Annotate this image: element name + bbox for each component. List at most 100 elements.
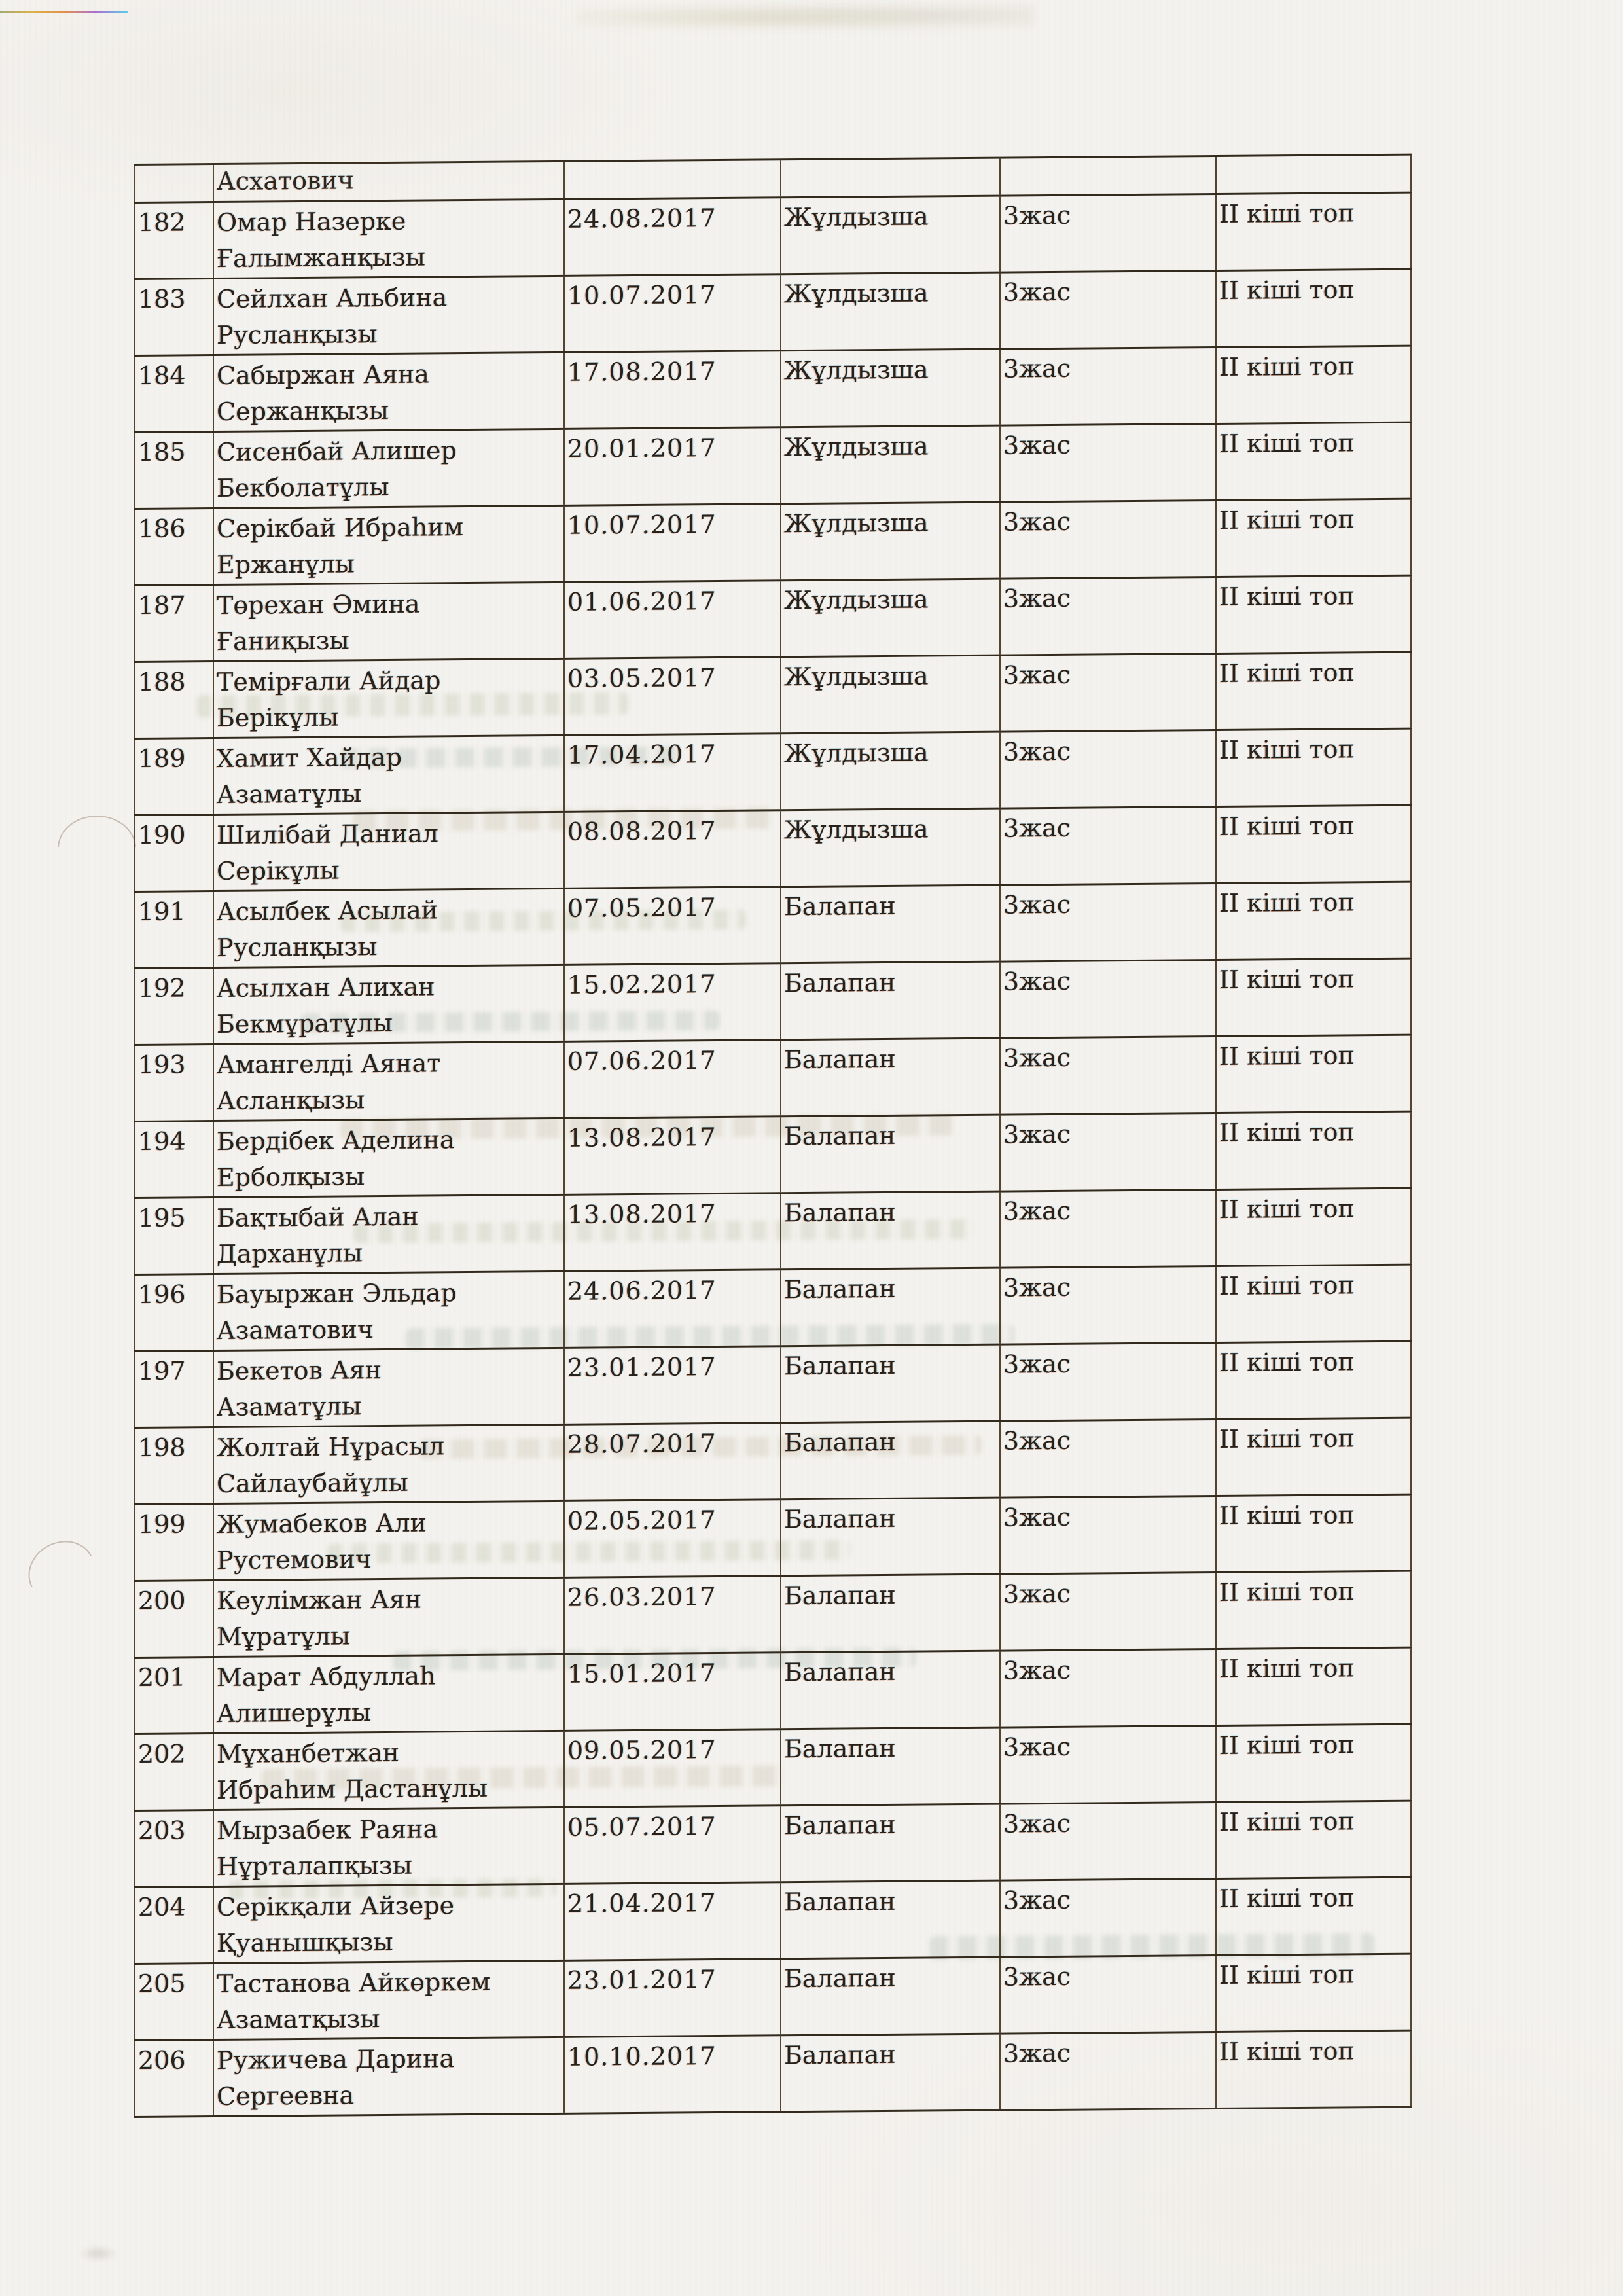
table-row: 187 Төрехан Әмина Ғаниқызы 01.06.2017 Жұ… [135, 575, 1411, 662]
child-name-cell: Марат Абдуллаһ Алишерұлы [213, 1654, 564, 1734]
birth-date-cell [564, 159, 781, 200]
child-name-line2: Мұратұлы [217, 1621, 351, 1652]
group-name-cell: Балапан [781, 1574, 1000, 1653]
table-row: 202 Мұханбетжан Ибраһим Дастанұлы 09.05.… [135, 1724, 1411, 1811]
age-cell: 3жас [1000, 347, 1216, 426]
child-name-cell: Тастанова Айкөркем Азаматқызы [213, 1960, 564, 2040]
group-name-cell: Балапан [781, 961, 1000, 1040]
group-name-cell: Балапан [781, 1038, 1000, 1117]
child-name-line1: Жумабеков Али [217, 1508, 427, 1539]
birth-date-cell: 15.02.2017 [564, 963, 781, 1042]
row-number-cell: 187 [135, 584, 213, 662]
child-name-line1: Темірғали Айдар [217, 666, 441, 697]
birth-date-cell: 05.07.2017 [564, 1805, 781, 1884]
birth-date-cell: 07.06.2017 [564, 1039, 781, 1119]
child-name-cell: Сейлхан Альбина Русланқызы [213, 276, 564, 355]
table-row: 184 Сабыржан Аяна Сержанқызы 17.08.2017 … [135, 346, 1411, 433]
subgroup-cell: II кіші топ [1216, 652, 1411, 730]
child-name-cell: Шилібай Даниал Серікұлы [213, 812, 564, 891]
birth-date-cell: 21.04.2017 [564, 1882, 781, 1961]
age-cell: 3жас [1000, 2032, 1216, 2111]
table-row: 185 Сисенбай Алишер Бекболатұлы 20.01.20… [135, 422, 1411, 509]
subgroup-cell: II кіші топ [1216, 1265, 1411, 1343]
table-row: 183 Сейлхан Альбина Русланқызы 10.07.201… [135, 269, 1411, 356]
row-number-cell: 199 [135, 1503, 213, 1581]
child-name-cell: Бекетов Аян Азаматұлы [213, 1348, 564, 1427]
table-row: 206 Ружичева Дарина Сергеевна 10.10.2017… [135, 2030, 1411, 2117]
subgroup-cell: II кіші топ [1216, 269, 1411, 348]
row-number-cell: 190 [135, 814, 213, 892]
row-number-cell: 192 [135, 967, 213, 1045]
child-name-line1: Асылбек Асылай [217, 895, 438, 927]
child-name-line1: Мұханбетжан [217, 1738, 400, 1769]
group-name-cell: Балапан [781, 1651, 1000, 1729]
birth-date-cell: 24.06.2017 [564, 1269, 781, 1348]
birth-date-cell: 03.05.2017 [564, 656, 781, 736]
child-name-line1: Кеулімжан Аян [217, 1585, 422, 1616]
row-number-cell: 203 [135, 1810, 213, 1888]
age-cell: 3жас [1000, 1342, 1216, 1422]
birth-date-cell: 24.08.2017 [564, 197, 781, 276]
age-cell: 3жас [1000, 960, 1216, 1039]
birth-date-cell: 09.05.2017 [564, 1729, 781, 1808]
child-name-line1: Омар Назерке [217, 206, 406, 238]
child-name-line2: Ерболқызы [217, 1162, 365, 1193]
birth-date-cell: 13.08.2017 [564, 1116, 781, 1195]
birth-date-cell: 10.10.2017 [564, 2035, 781, 2114]
age-cell: 3жас [1000, 1036, 1216, 1115]
child-name-cell: Амангелді Аянат Асланқызы [213, 1041, 564, 1121]
child-name-cell: Серікбай Ибраһим Ержанұлы [213, 505, 564, 585]
table-row: 182 Омар Назерке Ғалымжанқызы 24.08.2017… [135, 192, 1411, 279]
row-number-cell: 197 [135, 1350, 213, 1428]
table-row: 192 Асылхан Алихан Бекмұратұлы 15.02.201… [135, 958, 1411, 1045]
group-name-cell: Балапан [781, 1880, 1000, 1959]
row-number-cell: 182 [135, 202, 213, 279]
subgroup-cell: II кіші топ [1216, 805, 1411, 884]
row-number-cell: 206 [135, 2039, 213, 2117]
child-name-line1: Тастанова Айкөркем [217, 1967, 491, 1999]
table-row: 186 Серікбай Ибраһим Ержанұлы 10.07.2017… [135, 499, 1411, 586]
subgroup-cell: II кіші топ [1216, 1801, 1411, 1879]
row-number-cell: 200 [135, 1580, 213, 1658]
subgroup-cell: II кіші топ [1216, 1724, 1411, 1803]
age-cell: 3жас [1000, 806, 1216, 886]
row-number-cell: 198 [135, 1427, 213, 1505]
subgroup-cell: II кіші топ [1216, 1111, 1411, 1190]
child-name-line2: Алишерұлы [217, 1698, 372, 1729]
child-name-line2: Ибраһим Дастанұлы [217, 1773, 488, 1805]
child-name-line1: Сейлхан Альбина [217, 283, 448, 314]
birth-date-cell: 08.08.2017 [564, 810, 781, 889]
child-name-line1: Сабыржан Аяна [217, 359, 429, 391]
birth-date-cell: 10.07.2017 [564, 503, 781, 583]
children-enrollment-table: Асхатович 182 Омар Назерке Ғалымжанқызы … [134, 154, 1412, 2118]
punch-hole-mark [18, 1530, 105, 1613]
child-name-cell: Бауыржан Эльдар Азаматович [213, 1271, 564, 1351]
child-name-cell: Жумабеков Али Рустемович [213, 1501, 564, 1581]
subgroup-cell: II кіші топ [1216, 882, 1411, 960]
row-number-cell: 193 [135, 1044, 213, 1122]
age-cell: 3жас [1000, 577, 1216, 656]
child-name-line2: Нұрталапқызы [217, 1850, 412, 1882]
child-name-cell: Серікқали Айзере Қуанышқызы [213, 1884, 564, 1964]
age-cell: 3жас [1000, 1572, 1216, 1651]
table-row: 188 Темірғали Айдар Берікұлы 03.05.2017 … [135, 652, 1411, 739]
child-name-line1: Амангелді Аянат [217, 1049, 441, 1080]
child-name-line2: Азаматқызы [217, 2004, 380, 2035]
child-name-line1: Сисенбай Алишер [217, 436, 457, 467]
table-row: 200 Кеулімжан Аян Мұратұлы 26.03.2017 Ба… [135, 1571, 1411, 1658]
birth-date-cell: 15.01.2017 [564, 1652, 781, 1731]
child-name-line1: Бекетов Аян [217, 1355, 382, 1386]
age-cell: 3жас [1000, 423, 1216, 503]
punch-hole-mark [58, 816, 136, 847]
subgroup-cell [1216, 154, 1411, 194]
table-row: 194 Бердібек Аделина Ерболқызы 13.08.201… [135, 1111, 1411, 1198]
age-cell: 3жас [1000, 1266, 1216, 1345]
subgroup-cell: II кіші топ [1216, 1418, 1411, 1496]
child-name-line1: Мырзабек Раяна [217, 1814, 438, 1846]
group-name-cell: Жұлдызша [781, 349, 1000, 427]
child-name-line2: Сайлаубайұлы [217, 1467, 408, 1499]
age-cell: 3жас [1000, 1113, 1216, 1192]
child-name-cell: Жолтай Нұрасыл Сайлаубайұлы [213, 1424, 564, 1504]
